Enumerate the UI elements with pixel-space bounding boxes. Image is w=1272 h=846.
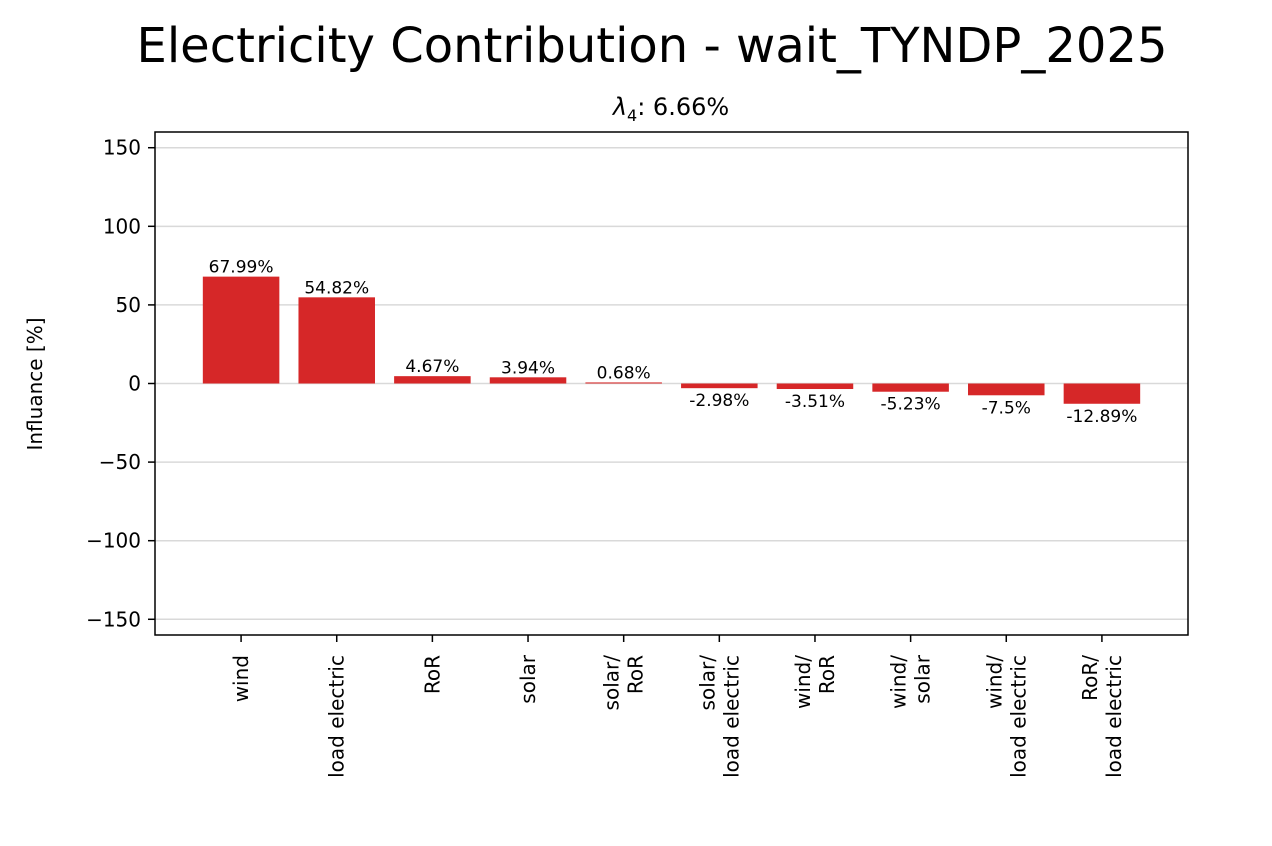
x-tick-label: RoR (420, 655, 444, 694)
subtitle-subscript: 4 (627, 106, 637, 125)
bar (1063, 383, 1141, 404)
x-tick-label-line: wind/ (791, 655, 815, 709)
x-tick-label-line: solar (516, 654, 540, 703)
bar (968, 383, 1045, 396)
x-tick-label: solar/RoR (600, 655, 648, 711)
x-tick-label-line: RoR/ (1078, 655, 1102, 701)
chart-title: Electricity Contribution - wait_TYNDP_20… (137, 18, 1168, 74)
bar (872, 383, 949, 392)
bar (489, 377, 567, 384)
x-tick-label: wind/RoR (791, 655, 839, 709)
bar-value-label: 0.68% (597, 363, 651, 383)
bar (681, 383, 758, 389)
x-tick-label-line: solar/ (695, 655, 719, 711)
y-tick-label: 150 (103, 136, 141, 160)
bar (776, 383, 854, 390)
bar-value-label: -12.89% (1066, 407, 1137, 427)
bar-value-label: 3.94% (501, 358, 555, 378)
x-tick-label-line: solar (911, 654, 935, 703)
x-tick-label-line: RoR (624, 655, 648, 694)
x-tick-label: wind (229, 655, 253, 702)
bar-value-label: -3.51% (785, 392, 845, 412)
y-tick-label: −150 (86, 607, 141, 631)
x-tick-label: solar/load electric (695, 655, 743, 778)
bar-value-label: -7.5% (982, 398, 1031, 418)
x-tick-label-line: load electric (1006, 655, 1030, 778)
x-tick-label: RoR/load electric (1078, 655, 1126, 778)
y-tick-label: 0 (128, 372, 141, 396)
x-tick-label: wind/load electric (982, 655, 1030, 778)
y-axis-ticks: 150 100 50 0 −50 −100 −150 (86, 136, 155, 631)
bar-value-label: -2.98% (689, 391, 749, 411)
x-tick-label-line: wind/ (887, 655, 911, 709)
bar-value-label: 67.99% (209, 258, 274, 278)
x-tick-label: load electric (325, 655, 349, 778)
bars: 67.99% 54.82% 4.67% 3.94% 0.68% -2.98% -3.51% -… (202, 258, 1141, 427)
x-tick-label-line: load electric (325, 655, 349, 778)
x-tick-label: solar (516, 654, 540, 703)
bar (585, 382, 662, 384)
bar-value-label: 4.67% (405, 357, 459, 377)
x-tick-label: wind/solar (887, 654, 935, 709)
bar (298, 297, 375, 384)
x-tick-label-line: load electric (719, 655, 743, 778)
x-tick-label-line: RoR (420, 655, 444, 694)
x-tick-label-line: RoR (815, 655, 839, 694)
bar (394, 376, 471, 384)
y-tick-label: −50 (99, 450, 141, 474)
y-tick-label: 50 (116, 293, 141, 317)
y-tick-label: 100 (103, 214, 141, 238)
y-axis-label: Influance [%] (23, 317, 47, 450)
y-tick-label: −100 (86, 529, 141, 553)
x-axis-ticks: wind load electric RoR solar solar/RoR solar/… (229, 635, 1126, 778)
bar-value-label: -5.23% (881, 395, 941, 415)
bar-value-label: 54.82% (304, 278, 369, 298)
bar (202, 276, 280, 384)
x-tick-label-line: wind (229, 655, 253, 702)
subtitle-symbol: λ (611, 93, 627, 121)
chart-subtitle: λ4: 6.66% (611, 93, 729, 125)
subtitle-value: : 6.66% (637, 93, 729, 121)
x-tick-label-line: load electric (1102, 655, 1126, 778)
x-tick-label-line: wind/ (982, 655, 1006, 709)
x-tick-label-line: solar/ (600, 655, 624, 711)
